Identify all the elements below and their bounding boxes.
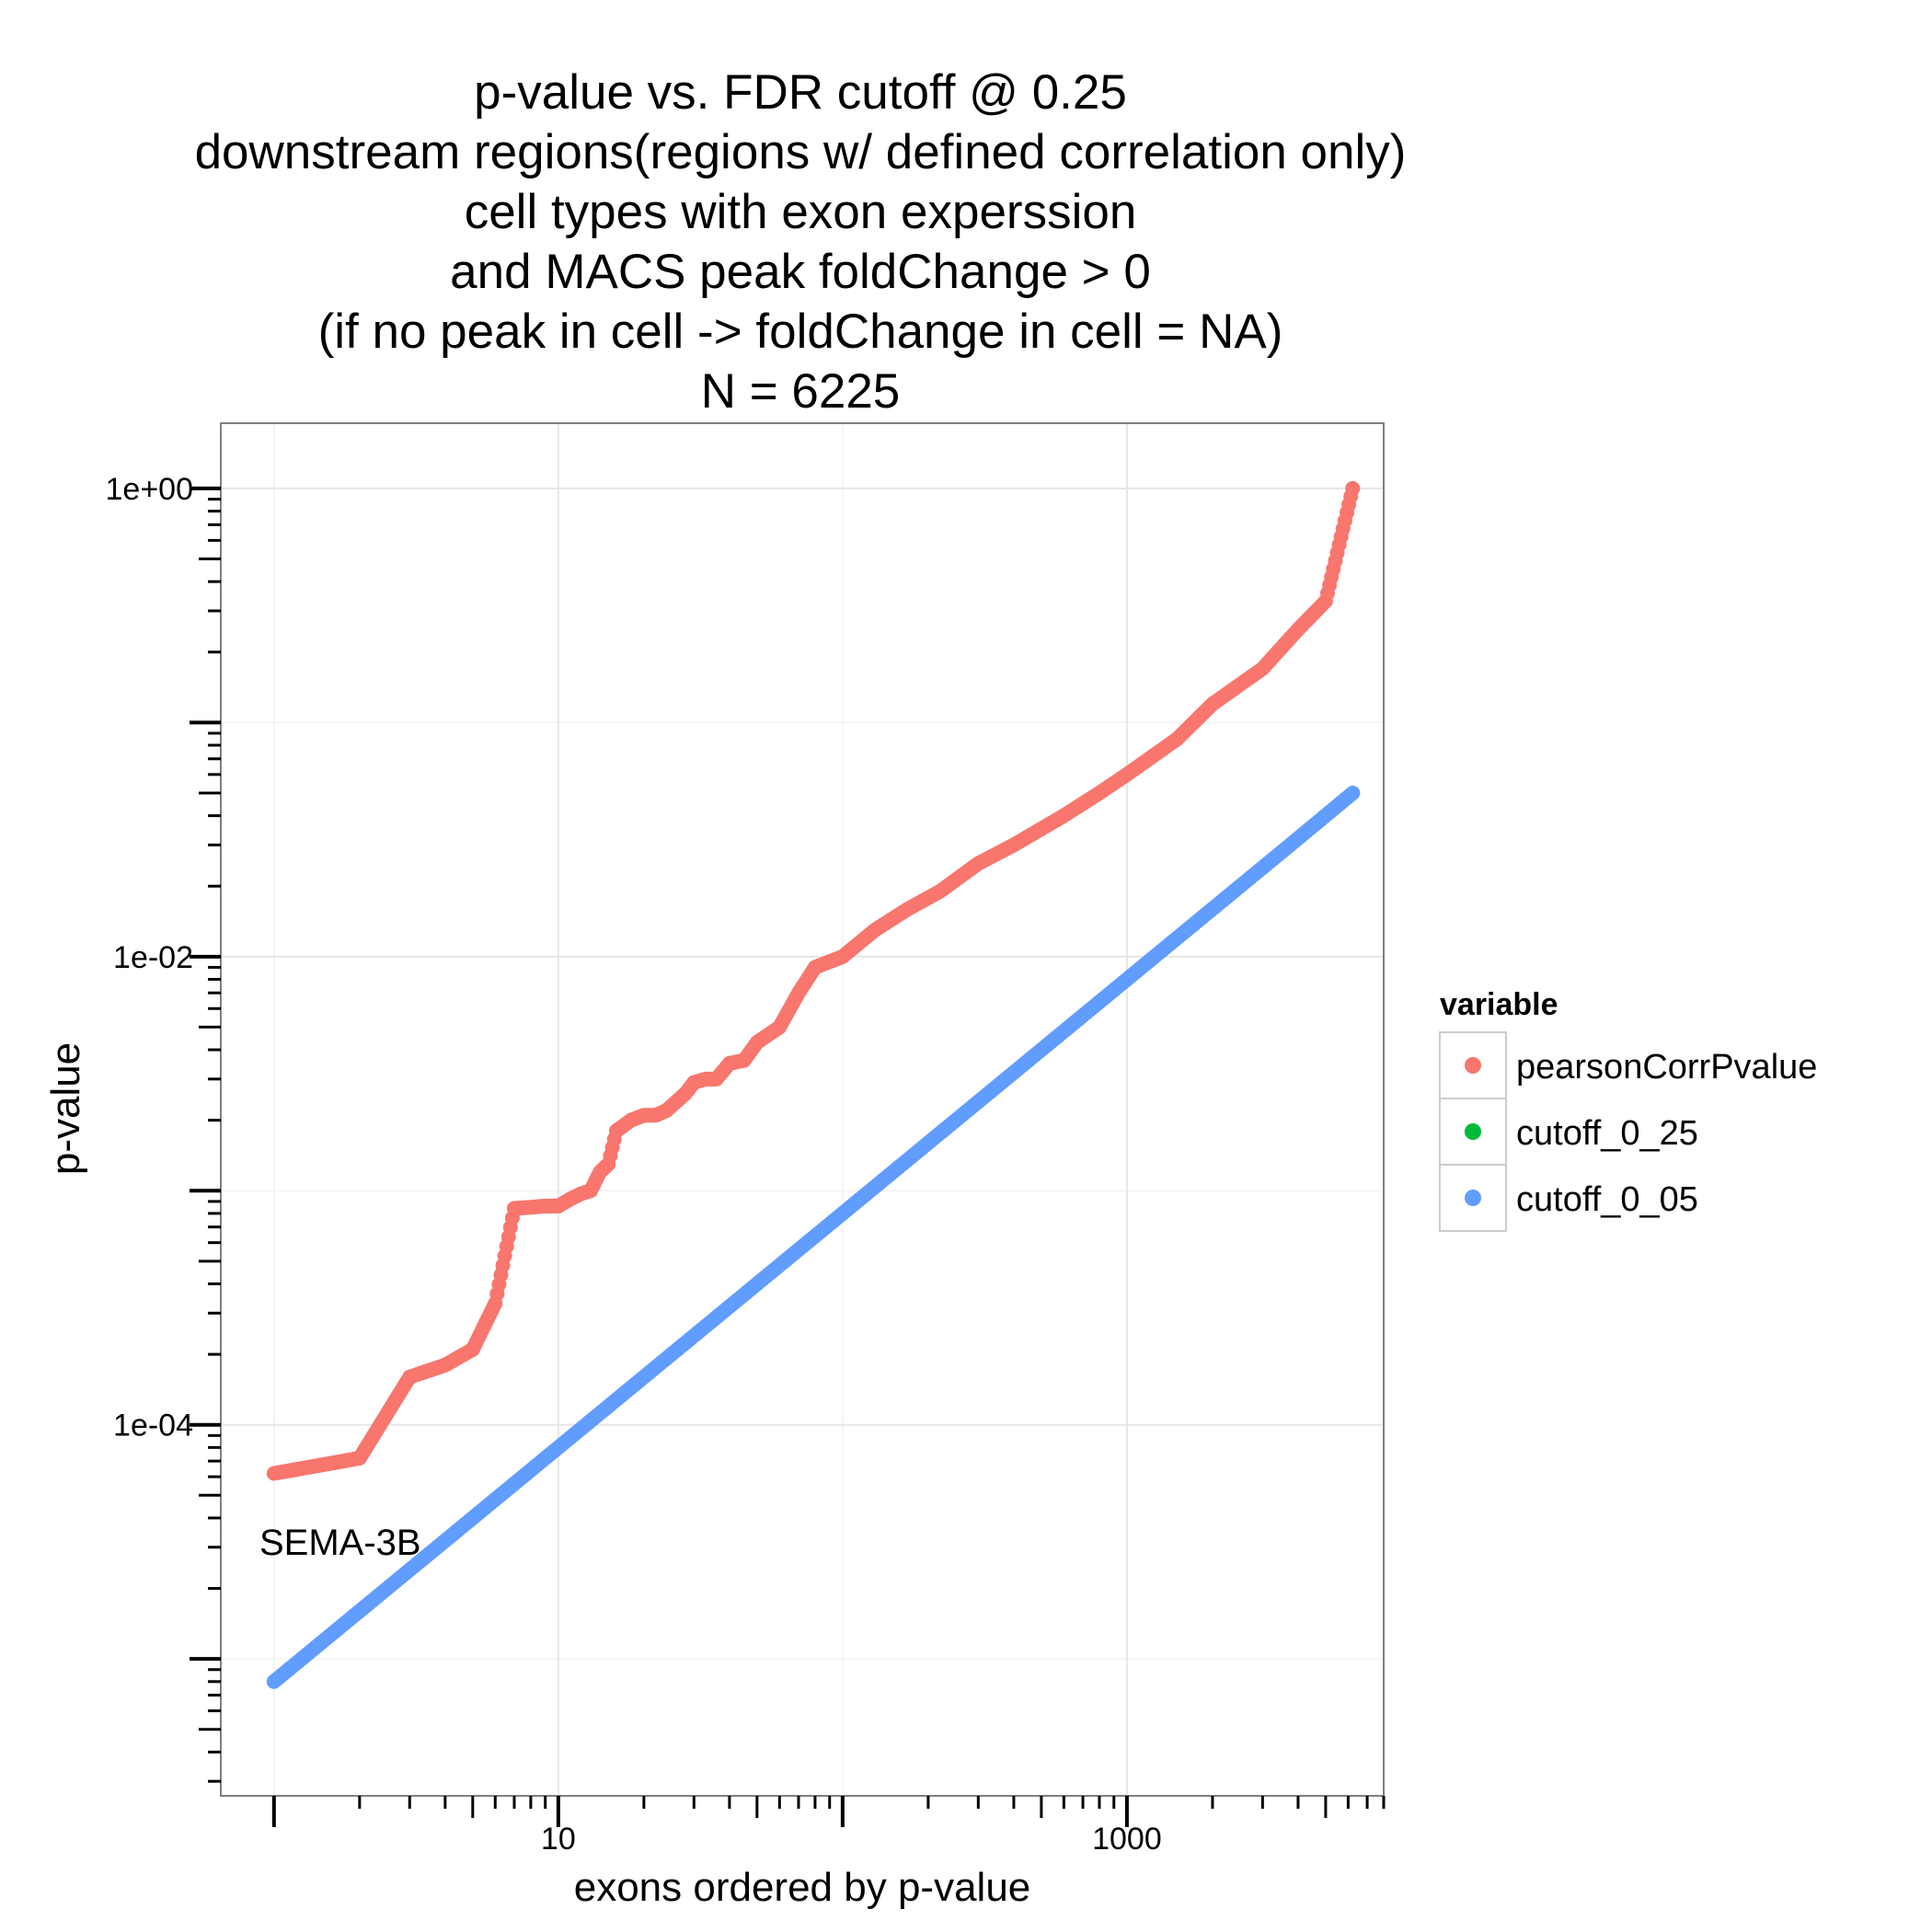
legend: variable pearsonCorrPvalue cutoff_0_25 c… (1439, 987, 1817, 1232)
legend-key-cutoff-0-25 (1465, 1123, 1481, 1140)
annotation-sema-3b: SEMA-3B (259, 1523, 421, 1563)
y-tick-label: 1e+00 (106, 472, 194, 507)
x-axis-tick-labels: 10 1000 (541, 1822, 1162, 1857)
y-axis-ticks (190, 486, 221, 1783)
title-line-6: N = 6225 (701, 364, 901, 419)
x-axis-ticks (271, 1796, 1386, 1827)
y-tick-label: 1e-02 (113, 940, 193, 975)
x-tick-label: 1000 (1092, 1822, 1162, 1857)
title-line-5: (if no peak in cell -> foldChange in cel… (318, 305, 1283, 359)
legend-title: variable (1440, 987, 1558, 1022)
major-gridlines (221, 423, 1384, 1796)
plot-panel-border (220, 422, 1385, 1797)
title-line-4: and MACS peak foldChange > 0 (450, 245, 1151, 299)
point-pearsoncorrpvalue (1345, 480, 1361, 496)
legend-key-cutoff-0-05 (1465, 1190, 1481, 1206)
point-cutoff-0-05 (1345, 785, 1361, 800)
x-axis-title: exons ordered by p-value (574, 1865, 1031, 1910)
title-line-2: downstream regions(regions w/ defined co… (195, 125, 1407, 179)
data-points (266, 480, 1361, 1689)
legend-key-pearsoncorrpvalue (1465, 1057, 1481, 1074)
x-tick-label: 10 (541, 1822, 576, 1857)
title-line-3: cell types with exon experssion (465, 185, 1137, 239)
y-axis-tick-labels: 1e+00 1e-02 1e-04 (106, 472, 194, 1443)
legend-label-cutoff-0-05: cutoff_0_05 (1516, 1180, 1698, 1219)
legend-label-pearsoncorrpvalue: pearsonCorrPvalue (1516, 1048, 1817, 1087)
y-tick-label: 1e-04 (113, 1409, 193, 1443)
chart-title: p-value vs. FDR cutoff @ 0.25 downstream… (195, 65, 1407, 419)
legend-label-cutoff-0-25: cutoff_0_25 (1516, 1114, 1698, 1153)
title-line-1: p-value vs. FDR cutoff @ 0.25 (474, 65, 1127, 120)
y-axis-title: p-value (43, 1042, 88, 1175)
